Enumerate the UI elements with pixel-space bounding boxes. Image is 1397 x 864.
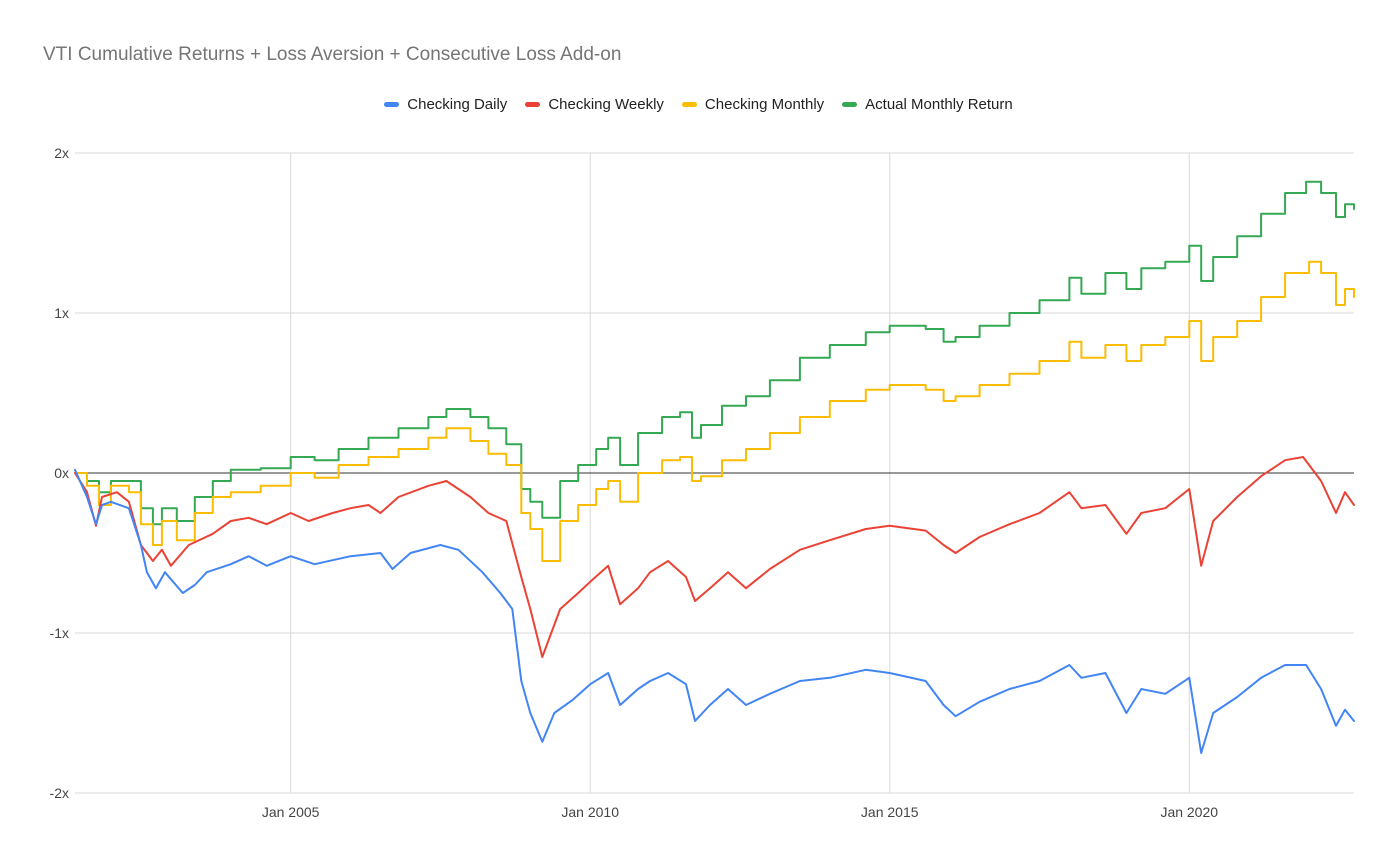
chart-title: VTI Cumulative Returns + Loss Aversion +… [43, 44, 622, 65]
x-tick-label: Jan 2020 [1160, 804, 1218, 820]
series-line-checking-weekly [74, 456, 1355, 658]
legend-label: Checking Monthly [704, 96, 825, 113]
legend-label: Checking Daily [407, 96, 508, 113]
x-tick-label: Jan 2005 [262, 804, 320, 820]
legend-swatch-icon [842, 102, 858, 107]
series-line-checking-monthly [74, 260, 1355, 562]
y-tick-label: 2x [54, 145, 69, 161]
legend-swatch-icon [525, 102, 541, 107]
legend-swatch-icon [384, 102, 400, 107]
chart-legend: Checking Daily Checking Weekly Checking … [0, 96, 1397, 113]
y-tick-label: 1x [54, 305, 69, 321]
x-tick-label: Jan 2015 [861, 804, 919, 820]
y-tick-label: -1x [50, 625, 69, 641]
y-tick-label: 0x [54, 465, 69, 481]
x-tick-label: Jan 2010 [561, 804, 619, 820]
legend-label: Checking Weekly [548, 96, 664, 113]
legend-item-checking-weekly[interactable]: Checking Weekly [525, 96, 664, 113]
y-tick-label: -2x [50, 785, 69, 801]
legend-item-actual-monthly-return[interactable]: Actual Monthly Return [842, 96, 1013, 113]
series-line-checking-daily [74, 468, 1355, 754]
legend-swatch-icon [681, 102, 697, 107]
legend-label: Actual Monthly Return [865, 96, 1013, 113]
legend-item-checking-monthly[interactable]: Checking Monthly [681, 96, 825, 113]
series-line-actual-monthly-return [74, 180, 1355, 526]
legend-item-checking-daily[interactable]: Checking Daily [384, 96, 507, 113]
